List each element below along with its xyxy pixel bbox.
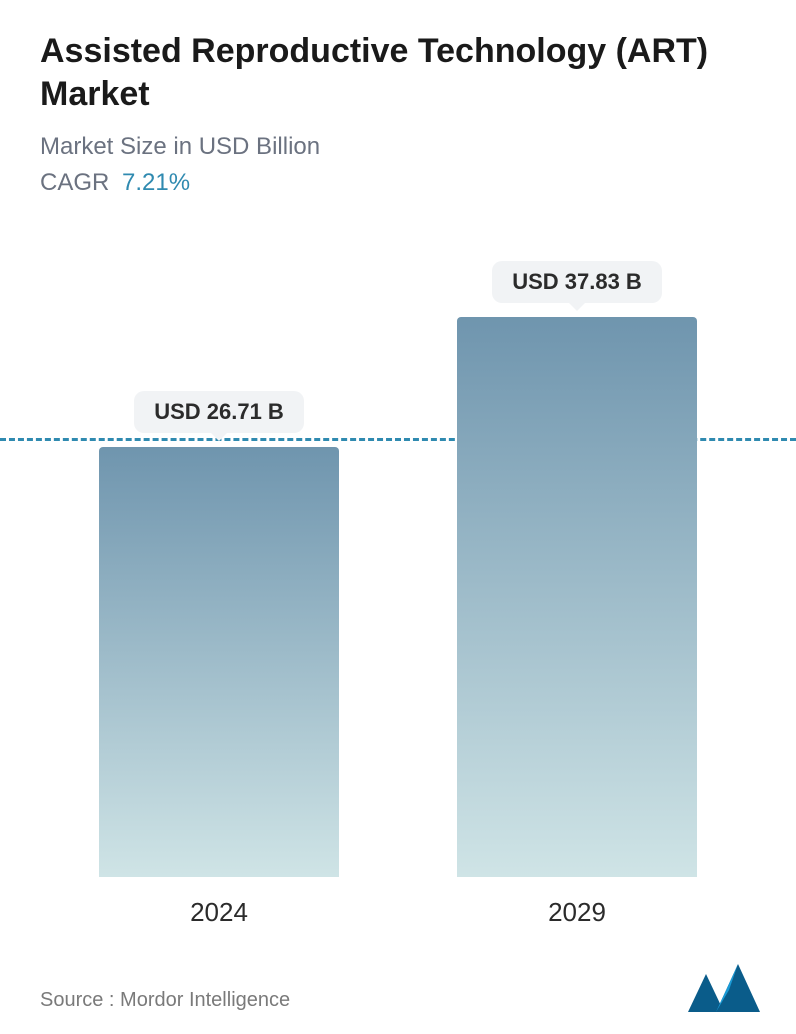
footer: Source : Mordor Intelligence (40, 964, 766, 1012)
mordor-logo-icon (688, 964, 766, 1012)
bars-row: USD 26.71 B USD 37.83 B (40, 237, 756, 877)
cagr-value: 7.21% (122, 169, 190, 196)
bar-group-2029: USD 37.83 B (447, 261, 707, 877)
bar-2024 (99, 447, 339, 877)
cagr-label: CAGR (40, 169, 109, 196)
bar-2029 (457, 317, 697, 877)
value-label-2029: USD 37.83 B (492, 261, 662, 303)
value-label-2024: USD 26.71 B (134, 391, 304, 433)
x-label-2029: 2029 (447, 897, 707, 928)
source-text: Source : Mordor Intelligence (40, 989, 290, 1012)
chart-area: USD 26.71 B USD 37.83 B (40, 237, 756, 877)
bar-group-2024: USD 26.71 B (89, 391, 349, 877)
chart-container: Assisted Reproductive Technology (ART) M… (0, 0, 796, 1034)
chart-title: Assisted Reproductive Technology (ART) M… (40, 30, 756, 115)
x-axis-labels: 2024 2029 (40, 897, 756, 928)
chart-subtitle: Market Size in USD Billion (40, 133, 756, 161)
x-label-2024: 2024 (89, 897, 349, 928)
cagr-row: CAGR 7.21% (40, 169, 756, 197)
